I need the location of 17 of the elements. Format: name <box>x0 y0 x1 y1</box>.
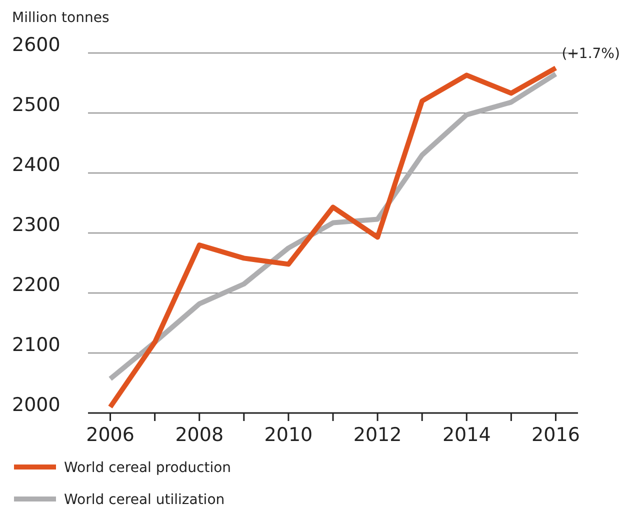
legend-label: World cereal utilization <box>64 492 225 506</box>
y-axis-title: Million tonnes <box>12 10 110 26</box>
y-tick-label: 2100 <box>12 334 60 356</box>
y-tick-label: 2000 <box>12 394 60 416</box>
x-tick-label: 2014 <box>442 424 491 446</box>
y-tick-label: 2300 <box>12 214 60 236</box>
y-tick-label: 2600 <box>12 34 60 56</box>
x-tick-label: 2006 <box>86 424 134 446</box>
annotation: (+1.7%) <box>562 46 620 62</box>
x-tick-label: 2008 <box>175 424 224 446</box>
y-tick-label: 2400 <box>12 154 60 176</box>
y-tick-label: 2500 <box>12 94 60 116</box>
x-tick-label: 2012 <box>353 424 402 446</box>
legend-label: World cereal production <box>64 460 232 476</box>
y-tick-label: 2200 <box>12 274 60 296</box>
x-tick-label: 2016 <box>532 424 580 446</box>
x-tick-label: 2010 <box>264 424 313 446</box>
